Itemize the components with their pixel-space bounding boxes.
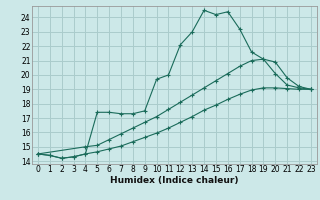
X-axis label: Humidex (Indice chaleur): Humidex (Indice chaleur) [110, 176, 239, 185]
